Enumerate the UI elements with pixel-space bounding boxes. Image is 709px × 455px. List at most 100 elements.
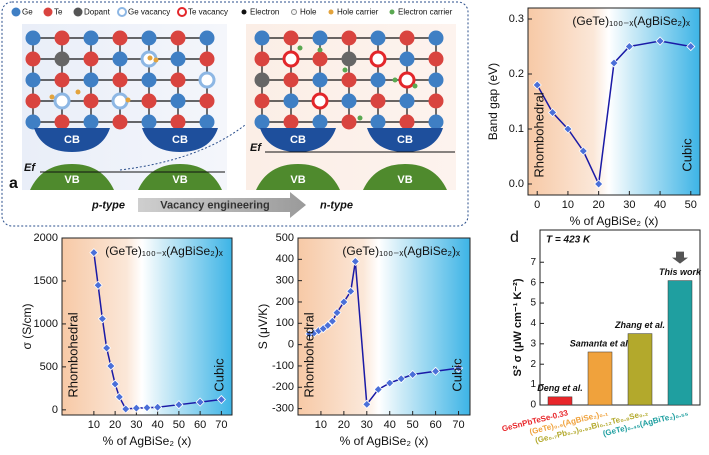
x-tick-label: 60 [194, 419, 206, 431]
atom [112, 51, 128, 67]
y-tick-label: 7 [530, 257, 536, 268]
legend-label: Te [54, 8, 63, 17]
arrow-body [138, 192, 306, 218]
y-tick-label: 500 [40, 361, 58, 373]
y-tick-label: 0.3 [509, 13, 524, 25]
x-axis-label: % of AgBiSe₂ (x) [340, 434, 429, 448]
atom [112, 30, 128, 46]
data-point [106, 361, 116, 371]
y-tick-label: 4 [530, 318, 536, 329]
atom [254, 114, 270, 130]
atom [199, 114, 215, 130]
phase-label: Rhombohedral [531, 92, 546, 177]
y-tick-label: -200 [272, 381, 294, 393]
atom [341, 72, 357, 88]
atom [170, 30, 186, 46]
hole-carrier [153, 57, 159, 63]
band-label: VB [397, 174, 412, 186]
data-point [102, 343, 112, 353]
atom [283, 30, 299, 46]
bar [667, 280, 693, 406]
data-point [216, 394, 226, 405]
data-point [174, 400, 184, 410]
y-tick-label: 6 [530, 277, 536, 288]
atom [399, 51, 415, 67]
data-point [563, 124, 573, 134]
atom [283, 72, 299, 88]
x-axis-label: % of AgBiSe₂ (x) [103, 434, 192, 448]
data-point [323, 320, 333, 330]
atom [112, 72, 128, 88]
legend-symbol [328, 9, 334, 15]
hole-carrier [125, 97, 131, 103]
arrow-label: Vacancy engineering [160, 199, 269, 211]
band-label: CB [64, 134, 80, 146]
data-point [431, 366, 441, 376]
x-axis-label: % of AgBiSe₂ (x) [570, 214, 659, 228]
atom [83, 93, 99, 109]
data-point [97, 314, 107, 324]
y-tick-label: 2 [530, 359, 536, 370]
electron-carrier [342, 67, 348, 73]
hole-carrier [75, 89, 81, 95]
y-tick-label: 300 [276, 275, 294, 287]
atom [141, 93, 157, 109]
atom [428, 72, 444, 88]
atom [83, 30, 99, 46]
atom [312, 30, 328, 46]
data-point [153, 402, 163, 412]
atom [254, 30, 270, 46]
legend-symbol [291, 9, 297, 15]
data-point [578, 146, 588, 156]
bar-label: Deng et al. [537, 383, 583, 393]
data-point [195, 397, 205, 407]
x-tick-label: 10 [315, 419, 327, 431]
vacancy [398, 71, 416, 89]
y-tick-label: 0.1 [509, 123, 524, 135]
y-tick-label: 500 [276, 232, 294, 244]
y-tick-label: 0 [530, 400, 536, 411]
y-tick-label: 1500 [34, 275, 58, 287]
legend-label: Te vacancy [188, 8, 228, 17]
chart-subtitle: T = 423 K [546, 235, 591, 246]
atom [170, 72, 186, 88]
y-tick-label: 3 [530, 338, 536, 349]
atom [428, 30, 444, 46]
vacancy [198, 71, 216, 89]
y-tick-label: 1 [530, 379, 536, 390]
hole-carrier [147, 55, 153, 61]
data-point [350, 256, 360, 267]
data-point [339, 297, 349, 307]
atom [170, 51, 186, 67]
atom [141, 30, 157, 46]
transition-arrow [119, 124, 246, 171]
atom [312, 72, 328, 88]
conduction-band [142, 128, 218, 152]
atom [83, 51, 99, 67]
atom [199, 30, 215, 46]
legend-symbol [389, 9, 395, 15]
x-tick-label: 30 [361, 419, 373, 431]
y-axis-label: σ (S/cm) [20, 303, 34, 349]
legend-symbol [43, 7, 53, 17]
data-point [110, 379, 120, 389]
y-tick-label: 0.2 [509, 68, 524, 80]
atom [283, 114, 299, 130]
phase-background [62, 238, 232, 415]
highlight-arrow [672, 251, 688, 264]
atom [54, 51, 70, 67]
data-point [385, 378, 395, 388]
band-label: CB [290, 134, 306, 146]
data-point [346, 286, 356, 296]
atom [341, 93, 357, 109]
band-label: VB [64, 174, 79, 186]
band-label: CB [172, 134, 188, 146]
data-point [327, 316, 337, 326]
valence-band [256, 164, 340, 190]
conduction-band [367, 128, 443, 152]
panel-label: d [510, 229, 519, 246]
atom [341, 114, 357, 130]
fermi-label: Ef [250, 142, 262, 154]
data-point [332, 308, 342, 318]
